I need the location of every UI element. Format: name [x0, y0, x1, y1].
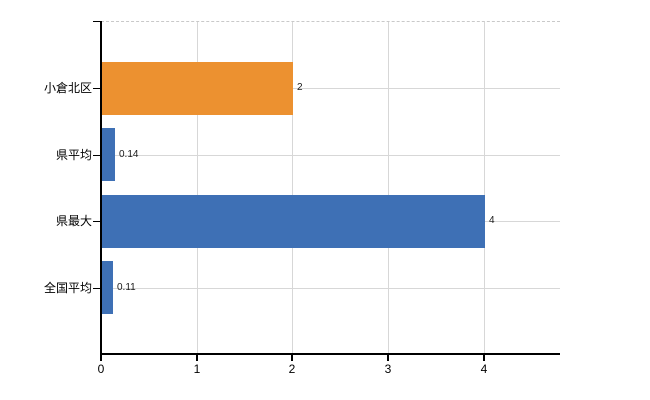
- x-axis-tick: [100, 355, 102, 361]
- plot-top-border: [101, 21, 560, 22]
- bar-4: [102, 261, 113, 314]
- bar-value-label: 2: [297, 82, 303, 93]
- x-axis-tick: [196, 355, 198, 361]
- category-label-3: 県最大: [55, 214, 92, 228]
- category-label-4: 全国平均: [43, 281, 92, 295]
- x-tick-label-3: 3: [384, 362, 392, 376]
- category-label-2: 県平均: [55, 148, 92, 162]
- bar-1: [102, 62, 293, 115]
- category-label-1: 小倉北区: [43, 81, 92, 95]
- x-tick-label-1: 1: [193, 362, 201, 376]
- vertical-gridline: [197, 22, 198, 354]
- x-tick-label-0: 0: [97, 362, 105, 376]
- y-axis-tick: [93, 88, 100, 89]
- y-axis-tick: [93, 288, 100, 289]
- y-axis-line: [100, 21, 102, 355]
- horizontal-gridline: [102, 155, 560, 156]
- x-tick-label-4: 4: [480, 362, 488, 376]
- x-axis-tick: [291, 355, 293, 361]
- vertical-gridline: [292, 22, 293, 354]
- y-axis-tick: [93, 221, 100, 222]
- x-tick-label-2: 2: [288, 362, 296, 376]
- y-axis-top-tick: [93, 21, 100, 22]
- bar-value-label: 4: [489, 215, 495, 226]
- x-axis-tick: [483, 355, 485, 361]
- bar-2: [102, 128, 115, 181]
- bar-value-label: 0.14: [119, 149, 139, 160]
- vertical-gridline: [388, 22, 389, 354]
- bar-value-label: 0.11: [117, 282, 136, 293]
- y-axis-tick: [93, 155, 100, 156]
- bar-3: [102, 195, 485, 248]
- vertical-gridline: [484, 22, 485, 354]
- horizontal-gridline: [102, 88, 560, 89]
- x-axis-line: [100, 353, 560, 355]
- horizontal-gridline: [102, 288, 560, 289]
- x-axis-tick: [387, 355, 389, 361]
